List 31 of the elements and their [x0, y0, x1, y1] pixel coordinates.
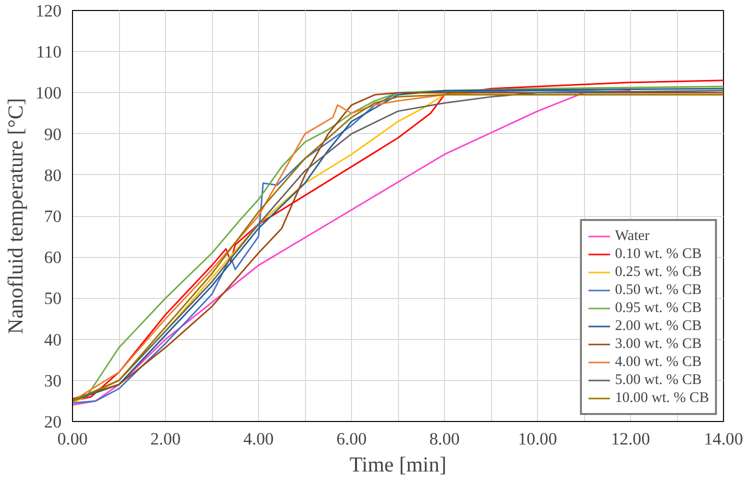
x-tick-label: 2.00 — [150, 430, 181, 448]
legend-label: 0.10 wt. % CB — [614, 245, 702, 263]
legend-label: 2.00 wt. % CB — [614, 317, 702, 335]
y-tick-label: 70 — [44, 207, 62, 226]
legend-label: Water — [614, 227, 650, 245]
y-tick-label: 90 — [44, 124, 62, 144]
legend-label: 3.00 wt. % CB — [614, 335, 702, 353]
legend-label: 5.00 wt. % CB — [614, 371, 702, 389]
x-tick-label: 0.00 — [57, 430, 88, 448]
x-tick-label: 6.00 — [336, 430, 367, 448]
legend-label: 4.00 wt. % CB — [614, 353, 702, 371]
y-tick-label: 50 — [44, 289, 62, 308]
x-tick-label: 10.00 — [518, 430, 558, 448]
y-tick-label: 60 — [44, 248, 62, 268]
y-tick-label: 100 — [36, 84, 62, 103]
y-tick-label: 120 — [36, 2, 62, 20]
y-tick-label: 40 — [44, 330, 62, 350]
y-tick-label: 80 — [44, 166, 62, 185]
x-tick-label: 12.00 — [611, 430, 650, 448]
x-tick-label: 4.00 — [243, 430, 274, 448]
legend-label: 0.25 wt. % CB — [614, 263, 702, 281]
legend-label: 0.50 wt. % CB — [614, 281, 702, 299]
y-tick-label: 30 — [44, 371, 62, 390]
y-tick-label: 20 — [44, 412, 62, 432]
y-tick-label: 110 — [36, 42, 62, 62]
legend-label: 0.95 wt. % CB — [614, 299, 702, 317]
legend-label: 10.00 wt. % CB — [614, 389, 709, 407]
x-tick-label: 14.00 — [704, 430, 743, 448]
y-axis-title: Nanofluid temperature [°C] — [4, 98, 28, 334]
x-axis-title: Time [min] — [350, 452, 446, 476]
x-tick-label: 8.00 — [429, 430, 460, 448]
